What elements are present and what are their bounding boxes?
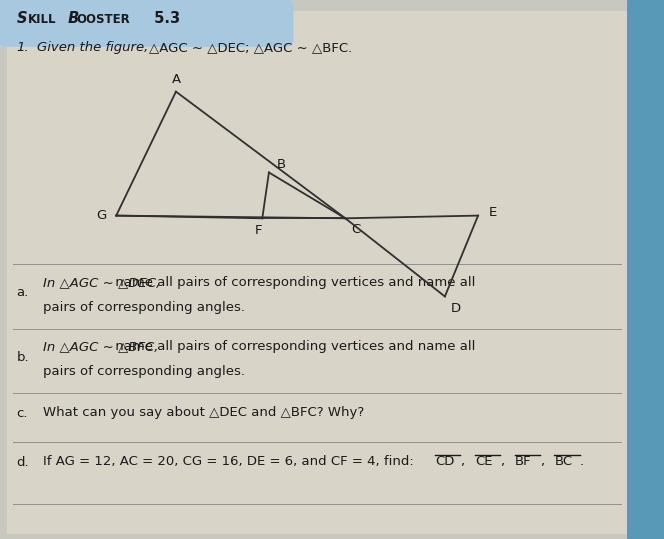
Text: What can you say about △DEC and △BFC? Why?: What can you say about △DEC and △BFC? Wh… (43, 406, 365, 419)
Text: If AG = 12, AC = 20, CG = 16, DE = 6, and CF = 4, find:: If AG = 12, AC = 20, CG = 16, DE = 6, an… (43, 455, 418, 468)
Text: name all pairs of corresponding vertices and name all: name all pairs of corresponding vertices… (111, 341, 475, 354)
Text: G: G (96, 209, 107, 222)
Text: name all pairs of corresponding vertices and name all: name all pairs of corresponding vertices… (111, 276, 475, 289)
FancyBboxPatch shape (7, 11, 627, 534)
Text: F: F (255, 224, 263, 237)
Text: 5.3: 5.3 (149, 11, 181, 26)
Text: d.: d. (17, 455, 29, 469)
Text: B: B (63, 11, 79, 26)
Text: ,: , (460, 455, 464, 468)
Text: E: E (489, 206, 497, 219)
Text: OOSTER: OOSTER (76, 13, 130, 26)
Text: .: . (580, 455, 584, 468)
Text: ,: , (540, 455, 544, 468)
Text: BF: BF (515, 455, 531, 468)
Text: BC: BC (554, 455, 572, 468)
Text: c.: c. (17, 407, 28, 420)
Text: D: D (450, 302, 461, 315)
Text: CD: CD (435, 455, 454, 468)
Text: KILL: KILL (28, 13, 56, 26)
Text: a.: a. (17, 286, 29, 299)
Text: b.: b. (17, 350, 29, 364)
Text: In △AGC ∼ △BFC,: In △AGC ∼ △BFC, (43, 341, 159, 354)
Text: S: S (17, 11, 27, 26)
Text: △AGC ∼ △DEC; △AGC ∼ △BFC.: △AGC ∼ △DEC; △AGC ∼ △BFC. (149, 41, 353, 54)
Text: A: A (171, 73, 181, 86)
FancyBboxPatch shape (0, 0, 293, 47)
Text: pairs of corresponding angles.: pairs of corresponding angles. (43, 365, 245, 378)
Text: CE: CE (475, 455, 492, 468)
Text: pairs of corresponding angles.: pairs of corresponding angles. (43, 301, 245, 314)
Bar (627, 0, 664, 539)
Text: C: C (351, 223, 361, 236)
Text: B: B (276, 158, 286, 171)
Text: In △AGC ∼ △DEC,: In △AGC ∼ △DEC, (43, 276, 161, 289)
Text: Given the figure,: Given the figure, (37, 41, 152, 54)
Text: 1.: 1. (17, 41, 29, 54)
Text: ,: , (500, 455, 504, 468)
